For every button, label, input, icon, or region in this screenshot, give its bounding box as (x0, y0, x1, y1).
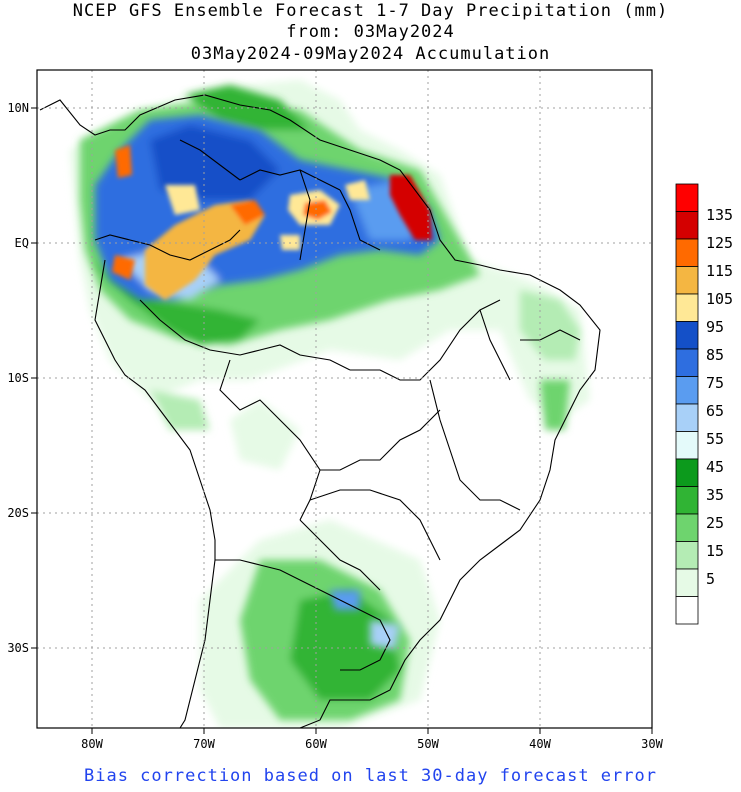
map-title: NCEP GFS Ensemble Forecast 1-7 Day Preci… (72, 1, 669, 21)
legend-swatch (675, 266, 699, 295)
legend-swatch (675, 513, 699, 542)
legend-swatch (675, 541, 699, 570)
legend-swatch (675, 211, 699, 240)
legend-label: 25 (706, 514, 725, 532)
x-tick-label: 60W (305, 737, 327, 751)
legend-label: 45 (706, 458, 725, 476)
legend-label: 35 (706, 486, 725, 504)
map-frame (36, 69, 653, 729)
legend-label: 135 (706, 206, 734, 224)
legend-label: 85 (706, 346, 725, 364)
legend-label: 95 (706, 318, 725, 336)
accumulation-period: 03May2024-09May2024 Accumulation (190, 44, 551, 64)
legend-label: 125 (706, 234, 734, 252)
legend-label: 115 (706, 262, 734, 280)
y-tick-label: EQ (15, 236, 29, 250)
grid-lines (37, 70, 652, 728)
legend-label: 75 (706, 374, 725, 392)
legend-swatch (675, 238, 699, 267)
legend-colorbar (675, 183, 699, 625)
x-tick-label: 50W (417, 737, 439, 751)
legend-swatch (675, 183, 699, 212)
legend-label: 65 (706, 402, 725, 420)
y-tick-label: 10N (7, 101, 29, 115)
legend-swatch (675, 348, 699, 377)
legend-swatch (675, 596, 699, 625)
legend-swatch (675, 458, 699, 487)
legend-swatch (675, 293, 699, 322)
x-tick-label: 30W (641, 737, 663, 751)
legend-swatch (675, 486, 699, 515)
x-tick-label: 70W (193, 737, 215, 751)
legend-label: 105 (706, 290, 734, 308)
y-tick-label: 20S (7, 506, 29, 520)
legend-label: 5 (706, 570, 716, 588)
bias-correction-note: Bias correction based on last 30-day for… (84, 766, 657, 786)
coastlines-borders (39, 94, 601, 728)
legend-swatch (675, 321, 699, 350)
legend-label: 55 (706, 430, 725, 448)
x-tick-marks (31, 107, 653, 734)
legend-swatch (675, 403, 699, 432)
x-tick-label: 80W (81, 737, 103, 751)
x-tick-label: 40W (529, 737, 551, 751)
legend-label: 15 (706, 542, 725, 560)
legend-swatch (675, 568, 699, 597)
legend-swatch (675, 431, 699, 460)
forecast-date: from: 03May2024 (286, 22, 455, 42)
legend-swatch (675, 376, 699, 405)
y-tick-label: 30S (7, 641, 29, 655)
y-tick-label: 10S (7, 371, 29, 385)
